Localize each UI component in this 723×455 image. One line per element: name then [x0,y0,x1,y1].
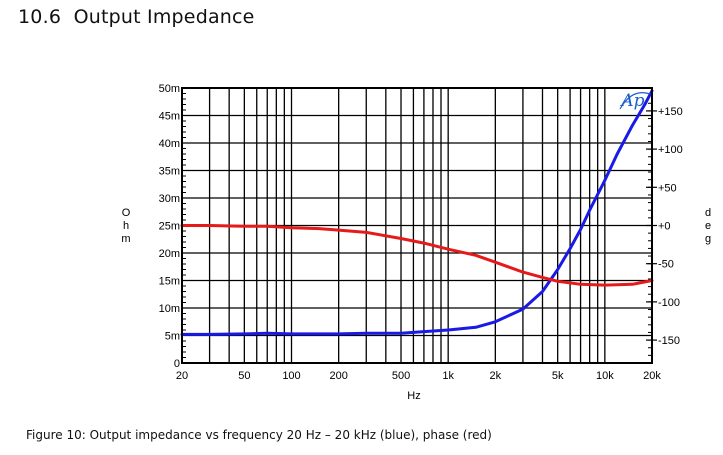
section-title: 10.6 Output Impedance [18,6,255,28]
right-y-tick-label: -100 [658,297,680,309]
left-y-tick-label: 45m [159,111,180,123]
right-y-tick-label: +0 [658,221,671,233]
series-line-impedance [180,89,654,336]
x-tick-labels: 20 50 100 200 500 1k 2k 5k 10k 20k [176,370,661,382]
x-tick-label: 2k [490,370,502,382]
axis-label-letter: g [705,233,711,245]
axis-label-letter: O [122,207,131,219]
left-y-tick-label: 0 [174,358,180,370]
left-y-tick-label: 15m [159,276,180,288]
x-tick-label: 5k [552,370,564,382]
axis-label-letter: h [123,220,129,232]
x-tick-label: 1k [442,370,454,382]
right-y-tick-label: +150 [658,106,683,118]
x-tick-label: 50 [238,370,250,382]
plot-frame [181,87,653,364]
left-y-tick-labels: 0 5m 10m 15m 20m 25m 30m 35m 40m 45m 50m [159,83,180,370]
grid [182,88,652,363]
left-y-tick-label: 5m [165,331,180,343]
left-y-tick-label: 35m [159,166,180,178]
x-tick-label: 500 [392,370,410,382]
x-tick-label: 10k [596,370,614,382]
x-tick-label: 20 [176,370,188,382]
left-y-tick-label: 40m [159,138,180,150]
axis-label-letter: d [705,207,711,219]
x-tick-label: 200 [329,370,347,382]
ap-logo: Ap [619,91,651,111]
x-axis-label: Hz [407,390,420,402]
right-y-tick-label: +100 [658,144,683,156]
axis-label-letter: m [121,233,130,245]
x-tick-label: 20k [643,370,661,382]
section-number: 10.6 [18,6,62,28]
section-title-text: Output Impedance [73,6,255,28]
left-y-tick-label: 20m [159,248,180,260]
right-y-tick-label: -50 [658,259,674,271]
right-y-tick-label: -150 [658,335,680,347]
impedance-phase-chart: 20 50 100 200 500 1k 2k 5k 10k 20k 0 5m 10m 15m 20m 25… [121,83,711,402]
left-y-tick-label: 10m [159,303,180,315]
series-layer [180,89,654,336]
ap-logo-text: Ap [619,91,644,111]
axis-label-letter: e [705,220,711,232]
series-line-phase [180,224,654,287]
figure-caption: Figure 10: Output impedance vs frequency… [26,428,492,442]
left-y-tick-label: 25m [159,221,180,233]
left-y-tick-label: 30m [159,193,180,205]
right-y-tick-labels: +150 +100 +50 +0 -50 -100 -150 [658,106,683,347]
right-y-tick-label: +50 [658,182,677,194]
ap-logo-swoosh [619,92,651,110]
x-tick-label: 100 [282,370,300,382]
left-y-tick-label: 50m [159,83,180,95]
